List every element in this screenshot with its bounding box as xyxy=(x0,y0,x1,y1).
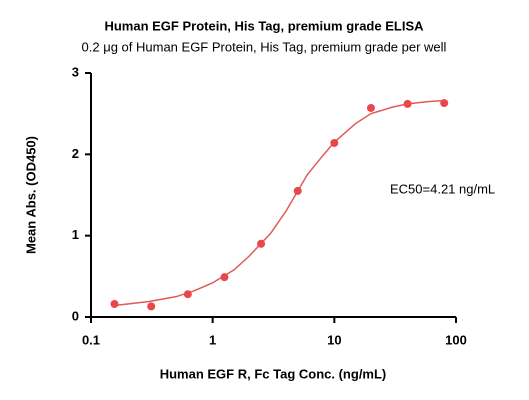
data-point xyxy=(440,99,449,108)
y-tick-label: 0 xyxy=(72,308,79,323)
chart-subtitle: 0.2 μg of Human EGF Protein, His Tag, pr… xyxy=(82,39,447,54)
x-tick-label: 100 xyxy=(445,332,467,347)
data-point xyxy=(330,138,339,147)
data-point xyxy=(257,239,266,248)
data-point xyxy=(110,299,119,308)
y-tick-label: 3 xyxy=(72,64,79,79)
data-point xyxy=(403,99,412,108)
data-point xyxy=(293,186,302,195)
y-tick-label: 2 xyxy=(72,146,79,161)
data-point xyxy=(147,302,156,311)
data-point xyxy=(183,290,192,299)
x-tick-label: 10 xyxy=(327,332,341,347)
data-point xyxy=(366,103,375,112)
x-axis-label: Human EGF R, Fc Tag Conc. (ng/mL) xyxy=(160,366,387,381)
fit-curve xyxy=(112,99,445,307)
x-tick-label: 0.1 xyxy=(82,332,100,347)
y-tick-label: 1 xyxy=(72,227,79,242)
y-axis-label: Mean Abs. (OD450) xyxy=(23,136,38,254)
x-tick-label: 1 xyxy=(209,332,216,347)
annotation: EC50=4.21 ng/mL xyxy=(390,181,495,196)
data-point xyxy=(220,273,229,282)
chart-title: Human EGF Protein, His Tag, premium grad… xyxy=(104,18,424,33)
